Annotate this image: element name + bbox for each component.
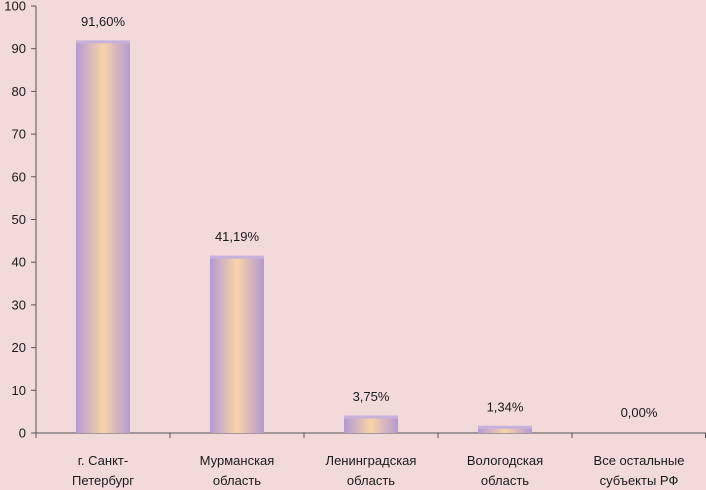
data-label: 1,34% (487, 399, 524, 414)
bar (76, 41, 130, 433)
data-label: 0,00% (621, 405, 658, 420)
y-tick-label: 0 (19, 426, 26, 441)
data-label: 3,75% (353, 389, 390, 404)
y-tick-label: 30 (12, 297, 26, 312)
bar (344, 416, 398, 433)
plot-area: 0 10 20 30 40 50 60 70 80 90 100 91,60% г. Санкт- Пет… (4, 0, 706, 488)
bar (478, 427, 532, 433)
y-tick-label: 80 (12, 84, 26, 99)
x-category-label: Вологодская (467, 453, 543, 468)
bar-top-cap (478, 425, 532, 429)
x-category-label: г. Санкт- (78, 453, 128, 468)
x-category-label: область (347, 473, 395, 488)
x-category-label: область (481, 473, 529, 488)
x-category-label: субъекты РФ (600, 473, 679, 488)
y-tick-label: 60 (12, 169, 26, 184)
data-label: 41,19% (215, 229, 260, 244)
bar-top-cap (76, 40, 130, 44)
y-tick-label: 10 (12, 383, 26, 398)
x-category-label: Все остальные (594, 453, 685, 468)
y-tick-label: 100 (4, 0, 26, 14)
x-category-label: Ленинградская (326, 453, 417, 468)
data-label: 91,60% (81, 14, 126, 29)
x-category-label: область (213, 473, 261, 488)
y-tick-label: 90 (12, 41, 26, 56)
bar (210, 257, 264, 433)
y-tick-label: 20 (12, 340, 26, 355)
y-tick-label: 70 (12, 127, 26, 142)
x-category-label: Петербург (72, 473, 134, 488)
x-category-label: Мурманская (200, 453, 275, 468)
y-tick-label: 40 (12, 255, 26, 270)
y-tick-label: 50 (12, 212, 26, 227)
bar-top-cap (210, 255, 264, 259)
bar-top-cap (344, 415, 398, 419)
